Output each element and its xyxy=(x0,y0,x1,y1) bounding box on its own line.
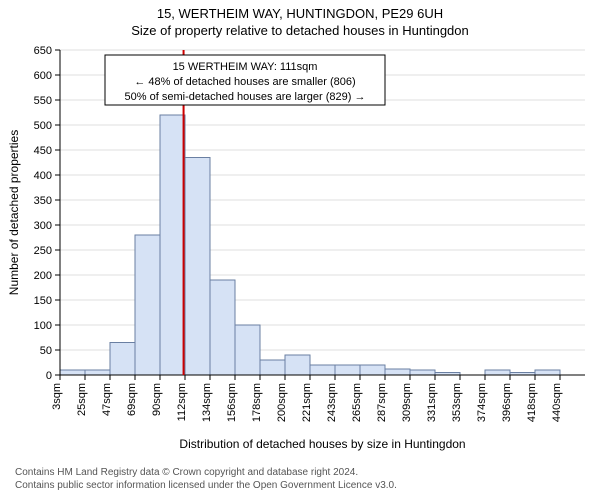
histogram-bar xyxy=(310,365,335,375)
y-tick-label: 200 xyxy=(34,270,52,282)
histogram-bar xyxy=(385,369,410,375)
x-tick-label: 3sqm xyxy=(51,383,63,410)
x-tick-label: 309sqm xyxy=(401,383,413,422)
histogram-chart: 15, WERTHEIM WAY, HUNTINGDON, PE29 6UH Si… xyxy=(0,0,600,500)
x-tick-label: 243sqm xyxy=(326,383,338,422)
histogram-bar xyxy=(185,158,210,376)
y-tick-label: 600 xyxy=(34,70,52,82)
histogram-bar xyxy=(535,370,560,375)
footer-line1: Contains HM Land Registry data © Crown c… xyxy=(15,467,358,478)
y-tick-label: 550 xyxy=(34,95,52,107)
histogram-bar xyxy=(160,115,185,375)
chart-title-1: 15, WERTHEIM WAY, HUNTINGDON, PE29 6UH xyxy=(157,6,443,21)
y-tick-label: 300 xyxy=(34,220,52,232)
y-tick-label: 100 xyxy=(34,320,52,332)
x-tick-label: 221sqm xyxy=(301,383,313,422)
histogram-bar xyxy=(135,235,160,375)
histogram-bar xyxy=(335,365,360,375)
histogram-bar xyxy=(85,370,110,375)
x-axis-label: Distribution of detached houses by size … xyxy=(179,437,465,451)
x-tick-label: 374sqm xyxy=(476,383,488,422)
histogram-bar xyxy=(210,280,235,375)
annotation-line3: 50% of semi-detached houses are larger (… xyxy=(125,91,366,103)
footer-line2: Contains public sector information licen… xyxy=(15,480,397,491)
chart-title-2: Size of property relative to detached ho… xyxy=(131,23,469,38)
y-tick-label: 650 xyxy=(34,45,52,57)
y-tick-label: 350 xyxy=(34,195,52,207)
histogram-bar xyxy=(260,360,285,375)
x-tick-label: 396sqm xyxy=(501,383,513,422)
histogram-bar xyxy=(235,325,260,375)
y-tick-label: 0 xyxy=(46,370,52,382)
x-tick-label: 440sqm xyxy=(551,383,563,422)
y-tick-label: 500 xyxy=(34,120,52,132)
histogram-bar xyxy=(60,370,85,375)
x-tick-label: 331sqm xyxy=(426,383,438,422)
annotation-line1: 15 WERTHEIM WAY: 111sqm xyxy=(173,61,318,73)
x-tick-label: 69sqm xyxy=(126,383,138,416)
x-tick-label: 134sqm xyxy=(201,383,213,422)
x-tick-label: 47sqm xyxy=(101,383,113,416)
x-tick-label: 287sqm xyxy=(376,383,388,422)
histogram-bar xyxy=(110,343,135,376)
histogram-bar xyxy=(410,370,435,375)
y-tick-label: 150 xyxy=(34,295,52,307)
annotation-line2: ← 48% of detached houses are smaller (80… xyxy=(134,76,355,88)
x-tick-label: 25sqm xyxy=(76,383,88,416)
histogram-bar xyxy=(360,365,385,375)
y-tick-label: 450 xyxy=(34,145,52,157)
x-tick-label: 90sqm xyxy=(151,383,163,416)
y-tick-label: 250 xyxy=(34,245,52,257)
y-tick-label: 400 xyxy=(34,170,52,182)
y-tick-label: 50 xyxy=(40,345,52,357)
x-tick-label: 200sqm xyxy=(276,383,288,422)
histogram-bar xyxy=(285,355,310,375)
x-tick-label: 265sqm xyxy=(351,383,363,422)
x-tick-label: 156sqm xyxy=(226,383,238,422)
chart-container: 15, WERTHEIM WAY, HUNTINGDON, PE29 6UH Si… xyxy=(0,0,600,500)
x-tick-label: 178sqm xyxy=(251,383,263,422)
histogram-bar xyxy=(485,370,510,375)
x-tick-label: 353sqm xyxy=(451,383,463,422)
x-tick-label: 112sqm xyxy=(176,383,188,421)
y-axis-label: Number of detached properties xyxy=(7,130,21,295)
x-tick-label: 418sqm xyxy=(526,383,538,422)
